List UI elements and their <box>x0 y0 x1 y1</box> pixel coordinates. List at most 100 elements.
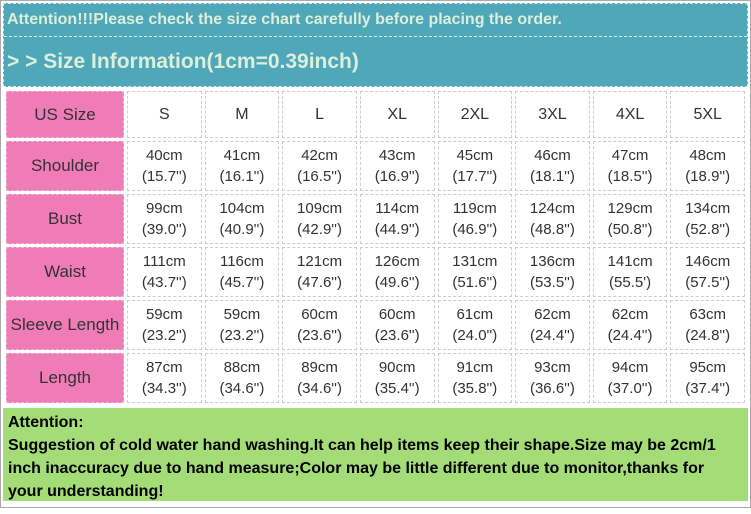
inch-value: (35.8'') <box>452 380 498 397</box>
inch-value: (23.6'') <box>297 327 343 344</box>
inch-value: (34.6'') <box>219 380 265 397</box>
cm-value: 45cm <box>456 147 494 164</box>
inch-value: (23.2'') <box>141 327 187 344</box>
inch-value: (39.0'') <box>141 221 187 238</box>
measurement-cell: 61cm (24.0'') <box>437 300 513 350</box>
inch-value: (47.6'') <box>297 274 343 291</box>
size-column-header: 2XL <box>437 91 513 138</box>
inch-value: (45.7'') <box>219 274 265 291</box>
size-info-heading: > > Size Information(1cm=0.39inch) <box>7 49 359 73</box>
measurement-cell: 104cm (40.9'') <box>204 194 280 244</box>
size-column-header: 3XL <box>515 91 590 138</box>
size-table: US Size S M L XL 2XL 3XL 4XL 5XL Shoulder 40cm (15.… <box>3 88 748 406</box>
measurement-cell: 63cm (24.8'') <box>670 300 745 350</box>
cm-value: 47cm <box>611 147 649 164</box>
inch-value: (15.7'') <box>141 168 187 185</box>
cm-value: 42cm <box>301 147 338 164</box>
inch-value: (34.3'') <box>141 380 187 397</box>
cm-value: 134cm <box>685 200 731 217</box>
inch-value: (36.6'') <box>529 380 575 397</box>
measurement-cell: 129cm (50.8'') <box>592 194 668 244</box>
size-column-header: 4XL <box>592 91 668 138</box>
cm-value: 104cm <box>219 200 265 217</box>
cm-value: 87cm <box>145 359 183 376</box>
cm-value: 141cm <box>607 253 653 270</box>
inch-value: (51.6'') <box>452 274 498 291</box>
inch-value: (48.8'') <box>529 221 575 238</box>
cm-value: 114cm <box>375 200 420 217</box>
cm-value: 88cm <box>223 359 261 376</box>
cm-value: 119cm <box>452 200 497 217</box>
measurement-cell: 87cm (34.3'') <box>127 353 202 403</box>
table-row: Length 87cm (34.3'') 88cm (34.6'') 89cm (34.6'… <box>6 353 745 403</box>
cm-value: 93cm <box>534 359 571 376</box>
cm-value: 46cm <box>534 147 571 164</box>
inch-value: (16.5'') <box>297 168 343 185</box>
cm-value: 126cm <box>374 253 420 270</box>
inch-value: (40.9'') <box>219 221 265 238</box>
measurement-cell: 62cm (24.4'') <box>592 300 668 350</box>
table-row: Waist 111cm (43.7'') 116cm (45.7'') 121cm (47.… <box>6 247 745 297</box>
inch-value: (24.4'') <box>529 327 575 344</box>
measurement-cell: 109cm (42.9'') <box>282 194 357 244</box>
cm-value: 43cm <box>378 147 416 164</box>
inch-value: (52.8'') <box>685 221 731 238</box>
measurement-cell: 141cm (55.5') <box>592 247 668 297</box>
cm-value: 90cm <box>378 359 416 376</box>
measurement-cell: 119cm (46.9'') <box>437 194 513 244</box>
measurement-cell: 90cm (35.4'') <box>359 353 435 403</box>
measurement-cell: 41cm (16.1'') <box>204 141 280 191</box>
inch-value: (24.0'') <box>452 327 498 344</box>
table-row: Shoulder 40cm (15.7'') 41cm (16.1'') 42cm (16.… <box>6 141 745 191</box>
cm-value: 60cm <box>301 306 338 323</box>
inch-value: (46.9'') <box>452 221 498 238</box>
cm-value: 99cm <box>145 200 183 217</box>
measurement-cell: 93cm (36.6'') <box>515 353 590 403</box>
measurement-cell: 60cm (23.6'') <box>282 300 357 350</box>
inch-value: (35.4'') <box>374 380 420 397</box>
measurement-cell: 131cm (51.6'') <box>437 247 513 297</box>
inch-value: (55.5') <box>609 274 652 291</box>
measurement-cell: 114cm (44.9'') <box>359 194 435 244</box>
size-info-banner: > > Size Information(1cm=0.39inch) <box>4 37 747 86</box>
cm-value: 62cm <box>611 306 649 323</box>
measurement-cell: 45cm (17.7'') <box>437 141 513 191</box>
measurement-cell: 88cm (34.6'') <box>204 353 280 403</box>
measurement-cell: 136cm (53.5'') <box>515 247 590 297</box>
row-label: Waist <box>6 247 124 297</box>
cm-value: 131cm <box>452 253 498 270</box>
cm-value: 61cm <box>456 306 494 323</box>
cm-value: 121cm <box>297 253 343 270</box>
cm-value: 48cm <box>689 147 727 164</box>
measurement-cell: 134cm (52.8'') <box>670 194 745 244</box>
inch-value: (43.7'') <box>141 274 187 291</box>
measurement-cell: 94cm (37.0'') <box>592 353 668 403</box>
inch-value: (57.5'') <box>685 274 731 291</box>
care-note-body: Suggestion of cold water hand washing.It… <box>8 437 716 500</box>
row-label: Bust <box>6 194 124 244</box>
cm-value: 111cm <box>142 253 186 270</box>
inch-value: (37.0'') <box>607 380 653 397</box>
inch-value: (37.4'') <box>685 380 731 397</box>
attention-banner: Attention!!!Please check the size chart … <box>4 4 747 37</box>
table-row: Sleeve Length 59cm (23.2'') 59cm (23.2'') 60c… <box>6 300 745 350</box>
inch-value: (49.6'') <box>374 274 420 291</box>
measurement-cell: 62cm (24.4'') <box>515 300 590 350</box>
cm-value: 95cm <box>689 359 727 376</box>
cm-value: 40cm <box>145 147 183 164</box>
inch-value: (44.9'') <box>374 221 420 238</box>
measurement-cell: 60cm (23.6'') <box>359 300 435 350</box>
inch-value: (24.4'') <box>607 327 653 344</box>
cm-value: 129cm <box>607 200 653 217</box>
inch-value: (42.9'') <box>297 221 343 238</box>
measurement-cell: 116cm (45.7'') <box>204 247 280 297</box>
care-note-title: Attention: <box>8 414 84 431</box>
row-label: Sleeve Length <box>6 300 124 350</box>
inch-value: (18.5'') <box>607 168 653 185</box>
measurement-cell: 111cm (43.7'') <box>127 247 202 297</box>
cm-value: 91cm <box>456 359 494 376</box>
top-banner: Attention!!!Please check the size chart … <box>3 3 748 87</box>
measurement-cell: 46cm (18.1'') <box>515 141 590 191</box>
measurement-cell: 59cm (23.2'') <box>204 300 280 350</box>
